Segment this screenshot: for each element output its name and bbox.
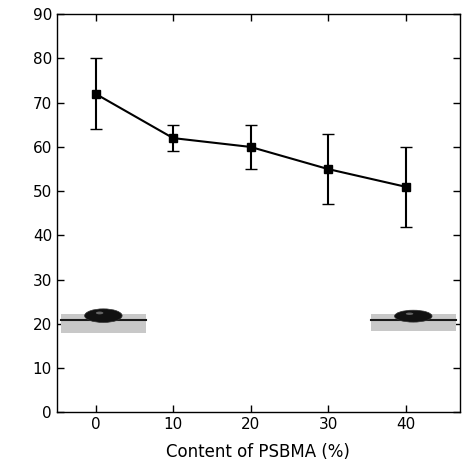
Ellipse shape — [394, 310, 432, 322]
Ellipse shape — [85, 309, 122, 322]
X-axis label: Content of PSBMA (%): Content of PSBMA (%) — [166, 443, 350, 461]
Ellipse shape — [96, 311, 103, 314]
Bar — [61, 314, 146, 333]
Ellipse shape — [406, 312, 413, 315]
Bar — [371, 314, 456, 331]
